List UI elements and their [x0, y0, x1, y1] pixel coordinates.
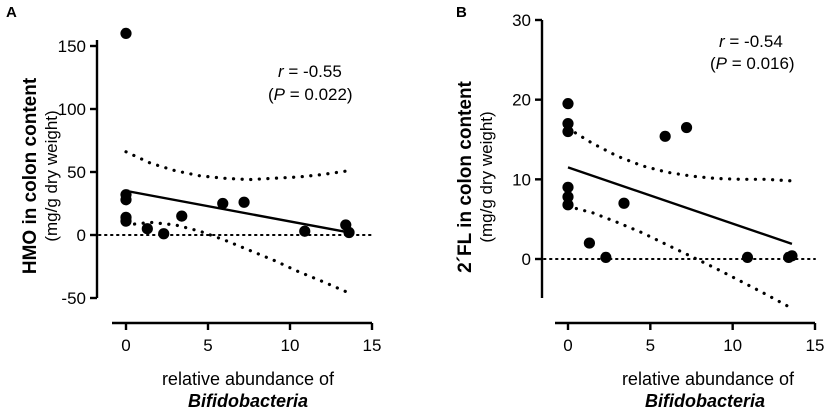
panel-b-p-value: = 0.016) — [727, 54, 795, 73]
data-point — [120, 194, 132, 206]
panel-a-p-stat: (P = 0.022) — [268, 85, 353, 104]
panel-b-points — [562, 98, 798, 264]
y-tick-label: 100 — [58, 100, 86, 119]
panel-a-ylabel-main: HMO in colon content — [20, 77, 41, 274]
data-point — [600, 251, 612, 264]
panel-a-p-value: = 0.022) — [285, 85, 353, 104]
data-point — [120, 215, 132, 227]
y-tick-label: 150 — [58, 37, 86, 56]
panel-a-letter: A — [6, 4, 17, 21]
data-point — [786, 250, 798, 262]
ci-upper-curve — [124, 150, 351, 182]
y-tick-label: 20 — [512, 91, 531, 110]
panel-a: A HMO in colon content (mg/g dry weight)… — [6, 4, 381, 411]
panel-b-r-symbol: r — [719, 32, 726, 51]
y-tick-label: 0 — [77, 226, 86, 245]
ci-upper-curve — [566, 126, 794, 183]
panel-a-xlabel-main: relative abundance of — [162, 369, 335, 389]
panel-b-xlabel-taxon: Bifidobacteria — [645, 391, 765, 411]
data-point — [562, 98, 574, 110]
panel-b-xlabel-main: relative abundance of — [622, 369, 795, 389]
x-tick-label: 10 — [281, 336, 300, 355]
data-point — [680, 121, 693, 134]
data-point — [176, 210, 188, 222]
x-tick-label: 0 — [563, 336, 572, 355]
data-point — [562, 117, 574, 130]
panel-a-p-symbol: P — [274, 85, 286, 104]
data-point — [120, 27, 132, 39]
x-tick-label: 15 — [806, 336, 825, 355]
x-tick-label: 5 — [646, 336, 655, 355]
panel-a-r-symbol: r — [278, 62, 285, 81]
panel-b-ylabel-main: 2´FL in colon content — [455, 80, 476, 272]
data-point — [583, 237, 596, 249]
panel-a-points — [120, 27, 355, 240]
data-point — [562, 181, 574, 193]
panel-a-p-open: ( — [268, 85, 274, 104]
data-point — [562, 125, 574, 138]
panel-a-r-stat: r = -0.55 — [278, 62, 342, 81]
x-tick-label: 10 — [723, 336, 742, 355]
panel-b-axes — [540, 20, 815, 325]
data-point — [141, 223, 153, 235]
panel-b-lines — [543, 126, 816, 310]
data-point — [238, 196, 250, 208]
panel-a-lines — [98, 150, 373, 295]
data-point — [562, 199, 574, 211]
panel-b-ylabel-unit: (mg/g dry weight) — [477, 111, 496, 242]
data-point — [299, 225, 311, 237]
panel-a-ticks: -50 0 50 100 150 0 5 10 15 — [58, 37, 382, 355]
panel-b-p-open: ( — [710, 54, 716, 73]
y-tick-label: 0 — [522, 250, 531, 269]
data-point — [562, 191, 574, 203]
panel-a-axes — [95, 40, 372, 325]
regression-line — [567, 166, 793, 245]
panel-a-xlabel-taxon: Bifidobacteria — [188, 391, 308, 411]
regression-line — [125, 189, 350, 234]
panel-b-letter: B — [456, 4, 467, 21]
panel-a-ylabel-unit: (mg/g dry weight) — [42, 110, 61, 241]
data-point — [217, 197, 229, 210]
data-point — [158, 228, 170, 240]
data-point — [659, 130, 671, 142]
panel-a-r-value: = -0.55 — [284, 62, 342, 81]
panel-b-ticks: 0 10 20 30 0 5 10 15 — [512, 11, 824, 355]
panel-b: B 2´FL in colon content (mg/g dry weight… — [455, 4, 824, 411]
x-tick-label: 15 — [363, 336, 382, 355]
x-tick-label: 5 — [203, 336, 212, 355]
panel-b-r-stat: r = -0.54 — [719, 32, 783, 51]
x-tick-label: 0 — [121, 336, 130, 355]
y-tick-label: 30 — [512, 11, 531, 30]
ci-lower-curve — [566, 204, 794, 310]
y-tick-label: 50 — [67, 163, 86, 182]
data-point — [618, 197, 630, 209]
panel-b-p-stat: (P = 0.016) — [710, 54, 795, 73]
panel-b-r-value: = -0.54 — [725, 32, 783, 51]
y-tick-label: -50 — [61, 289, 86, 308]
data-point — [343, 226, 355, 239]
panel-b-p-symbol: P — [716, 54, 728, 73]
y-tick-label: 10 — [512, 170, 531, 189]
data-point — [741, 251, 754, 264]
